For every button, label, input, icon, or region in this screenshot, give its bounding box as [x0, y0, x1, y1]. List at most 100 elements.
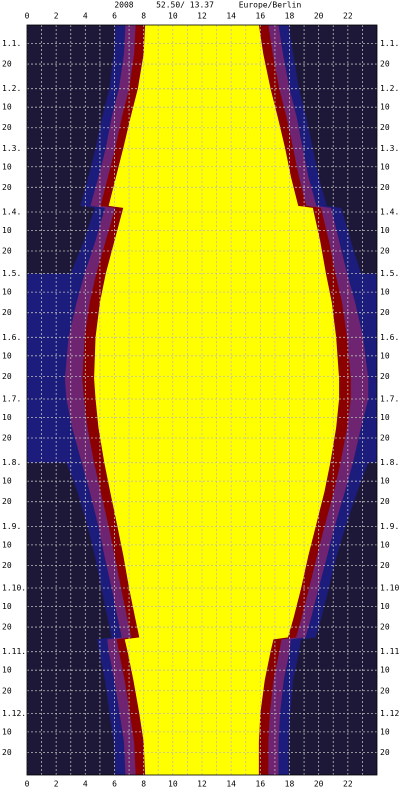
y-tick-label: 20: [2, 372, 12, 381]
x-tick-label: 20: [314, 780, 324, 789]
y-tick-label: 10: [2, 226, 12, 235]
y-tick-label: 1.7.: [380, 394, 399, 403]
y-tick-label: 10: [2, 162, 12, 171]
y-tick-label: 20: [380, 686, 390, 695]
x-tick-label: 8: [141, 12, 146, 21]
y-tick-label: 20: [2, 748, 12, 757]
y-tick-label: 20: [380, 623, 390, 632]
x-tick-label: 22: [343, 780, 353, 789]
y-tick-label: 20: [380, 748, 390, 757]
y-tick-label: 20: [380, 183, 390, 192]
y-tick-label: 20: [380, 60, 390, 69]
y-tick-label: 1.5.: [2, 269, 21, 278]
y-tick-label: 1.6.: [380, 333, 399, 342]
y-tick-label: 20: [380, 308, 390, 317]
y-tick-label: 10: [2, 666, 12, 675]
y-tick-label: 1.12.: [2, 709, 26, 718]
y-tick-label: 20: [2, 434, 12, 443]
y-tick-label: 20: [2, 183, 12, 192]
y-tick-label: 1.10.: [2, 584, 26, 593]
y-tick-label: 1.4.: [2, 207, 21, 216]
y-tick-label: 20: [2, 561, 12, 570]
x-tick-label: 16: [256, 780, 266, 789]
y-tick-label: 20: [380, 247, 390, 256]
x-tick-label: 0: [25, 12, 30, 21]
x-tick-label: 22: [343, 12, 353, 21]
y-tick-label: 1.1.: [380, 39, 399, 48]
y-tick-label: 1.8.: [380, 458, 399, 467]
y-tick-label: 10: [380, 103, 390, 112]
y-tick-label: 1.2.: [380, 84, 399, 93]
y-tick-label: 20: [2, 247, 12, 256]
x-tick-label: 12: [197, 780, 207, 789]
daylight: [94, 25, 340, 775]
y-tick-label: 10: [380, 351, 390, 360]
y-tick-label: 1.9.: [380, 522, 399, 531]
y-tick-label: 1.5.: [380, 269, 399, 278]
y-tick-label: 1.2.: [2, 84, 21, 93]
x-tick-label: 8: [141, 780, 146, 789]
y-tick-label: 1.9.: [2, 522, 21, 531]
y-tick-label: 20: [380, 434, 390, 443]
y-tick-label: 20: [380, 123, 390, 132]
y-tick-label: 20: [2, 60, 12, 69]
y-tick-label: 20: [2, 623, 12, 632]
y-tick-label: 1.6.: [2, 333, 21, 342]
y-tick-label: 10: [380, 727, 390, 736]
x-tick-label: 6: [112, 780, 117, 789]
location: 52.50/ 13.37: [156, 1, 214, 10]
chart-title: 2008: [114, 1, 133, 10]
y-tick-label: 1.4.: [380, 207, 399, 216]
y-tick-label: 1.11.: [2, 647, 26, 656]
y-tick-label: 10: [380, 162, 390, 171]
y-tick-label: 1.1.: [2, 39, 21, 48]
y-tick-label: 10: [2, 351, 12, 360]
y-tick-label: 10: [2, 413, 12, 422]
y-tick-label: 10: [2, 540, 12, 549]
y-tick-label: 10: [380, 413, 390, 422]
x-tick-label: 2: [54, 12, 59, 21]
y-tick-label: 1.3.: [380, 144, 399, 153]
y-tick-label: 1.7.: [2, 394, 21, 403]
y-tick-label: 20: [380, 372, 390, 381]
x-tick-label: 10: [168, 12, 178, 21]
y-tick-label: 10: [2, 727, 12, 736]
x-tick-label: 6: [112, 12, 117, 21]
y-tick-label: 20: [2, 308, 12, 317]
x-tick-label: 18: [285, 12, 295, 21]
x-tick-label: 0: [25, 780, 30, 789]
x-tick-label: 4: [83, 12, 88, 21]
timezone: Europe/Berlin: [239, 1, 302, 10]
x-tick-label: 10: [168, 780, 178, 789]
y-tick-label: 20: [2, 686, 12, 695]
x-tick-label: 2: [54, 780, 59, 789]
y-tick-label: 10: [380, 477, 390, 486]
x-tick-label: 18: [285, 780, 295, 789]
y-tick-label: 20: [2, 123, 12, 132]
y-tick-label: 10: [380, 288, 390, 297]
y-tick-label: 1.10.: [380, 584, 400, 593]
y-tick-label: 10: [380, 666, 390, 675]
y-tick-label: 1.12.: [380, 709, 400, 718]
x-tick-label: 14: [226, 780, 236, 789]
y-tick-label: 20: [380, 497, 390, 506]
y-tick-label: 10: [380, 540, 390, 549]
x-tick-label: 16: [256, 12, 266, 21]
y-tick-label: 10: [2, 477, 12, 486]
x-tick-label: 20: [314, 12, 324, 21]
x-tick-label: 14: [226, 12, 236, 21]
y-tick-label: 20: [380, 561, 390, 570]
y-tick-label: 10: [380, 602, 390, 611]
y-tick-label: 10: [380, 226, 390, 235]
y-tick-label: 10: [2, 103, 12, 112]
y-tick-label: 10: [2, 602, 12, 611]
plot-frame: [26, 24, 378, 776]
y-tick-label: 20: [2, 497, 12, 506]
x-tick-label: 12: [197, 12, 207, 21]
y-tick-label: 10: [2, 288, 12, 297]
y-tick-label: 1.3.: [2, 144, 21, 153]
y-tick-label: 1.11.: [380, 647, 400, 656]
x-tick-label: 4: [83, 780, 88, 789]
